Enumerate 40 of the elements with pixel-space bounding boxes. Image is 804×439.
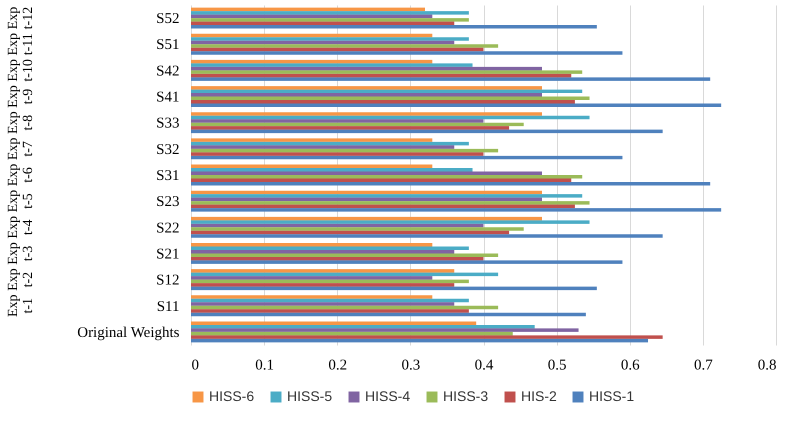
y-tick-label: S33 (156, 116, 180, 132)
y-tick-label: S22 (156, 220, 180, 236)
legend-label: HISS-1 (589, 388, 634, 404)
x-tick-label: 0.1 (255, 358, 274, 374)
text: Exp t-8 (6, 111, 36, 134)
x-tick-label: 0.2 (328, 358, 348, 374)
y-tick-label: Original Weights (77, 324, 180, 341)
y-tick-label: S31 (156, 168, 180, 184)
text: Exp t-5 (6, 190, 36, 212)
y-tick-label: S11 (156, 298, 180, 315)
y-tick-label: S42 (156, 63, 180, 80)
x-tick-label: 0.8 (758, 358, 776, 374)
legend-label: HISS-3 (443, 388, 488, 404)
text: Exp t-4 (6, 216, 36, 239)
legend-label: HISS-5 (287, 388, 332, 404)
text: Exp t-6 (6, 164, 36, 186)
text: Exp t-3 (6, 242, 36, 265)
text: Exp t-2 (6, 268, 36, 291)
y-tick-label: S32 (156, 142, 180, 158)
text: Exp t-9 (6, 85, 36, 108)
y-tick-label: S12 (156, 272, 180, 289)
text: Exp t-11 (6, 32, 36, 56)
text: Exp t-10 (6, 59, 36, 82)
text: Exp t-1 (6, 294, 36, 318)
y-tick-label: S23 (156, 194, 180, 210)
legend-label: HIS-2 (521, 388, 557, 404)
y-tick-label: S51 (156, 37, 180, 54)
x-tick-label: 0.6 (620, 358, 640, 374)
x-tick-label: 0.5 (548, 358, 566, 374)
y-tick-label: S52 (156, 11, 180, 28)
text: Exp t-7 (6, 138, 36, 160)
legend-label: HISS-6 (209, 388, 254, 404)
x-tick-label: 0.7 (694, 358, 714, 374)
y-tick-label: S41 (156, 90, 180, 106)
legend-label: HISS-4 (365, 388, 410, 404)
y-tick-label: S21 (156, 246, 180, 262)
x-tick-label: 0.3 (402, 358, 420, 374)
text: Exp t-12 (6, 6, 36, 30)
x-tick-label: 0.4 (474, 358, 494, 374)
x-tick-label: 0 (192, 358, 199, 374)
